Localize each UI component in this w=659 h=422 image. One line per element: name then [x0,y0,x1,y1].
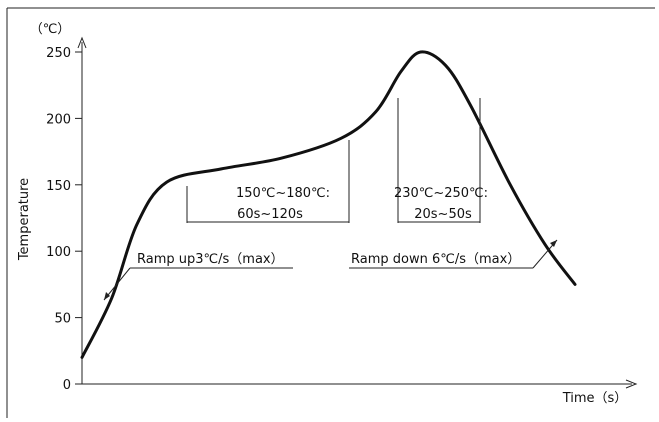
ramp-down-annotation: Ramp down 6℃/s（max） [349,239,558,269]
x-axis-title: Time（s） [562,391,628,406]
ramp-down-arrowhead [550,240,557,247]
y-ticks: 0 50 100 150 200 250 [46,46,82,393]
reflow-bracket: 230℃~250℃: 20s~50s [394,98,488,223]
ramp-up-label: Ramp up3℃/s（max） [137,252,284,267]
y-tick-label-100: 100 [46,245,71,260]
preheat-bracket: 150℃~180℃: 60s~120s [186,140,350,223]
y-tick-label-0: 0 [63,378,71,393]
axes [77,36,638,389]
y-tick-label-150: 150 [46,179,71,194]
y-tick-label-200: 200 [46,112,71,127]
reflow-label-line1: 230℃~250℃: [394,186,488,201]
ramp-up-annotation: Ramp up3℃/s（max） [103,252,293,301]
y-tick-label-250: 250 [46,46,71,61]
ramp-up-arrowhead [104,292,110,300]
y-axis-title: Temperature [17,178,32,261]
y-unit-label: （℃） [30,22,71,37]
y-tick-label-50: 50 [54,312,71,327]
preheat-label-line2: 60s~120s [237,207,303,222]
y-axis-arrow [77,36,87,49]
x-axis-arrow [625,379,638,389]
temperature-profile-line [80,50,577,359]
reflow-label-line2: 20s~50s [414,207,472,222]
preheat-label-line1: 150℃~180℃: [236,186,330,201]
ramp-down-label: Ramp down 6℃/s（max） [351,252,520,267]
